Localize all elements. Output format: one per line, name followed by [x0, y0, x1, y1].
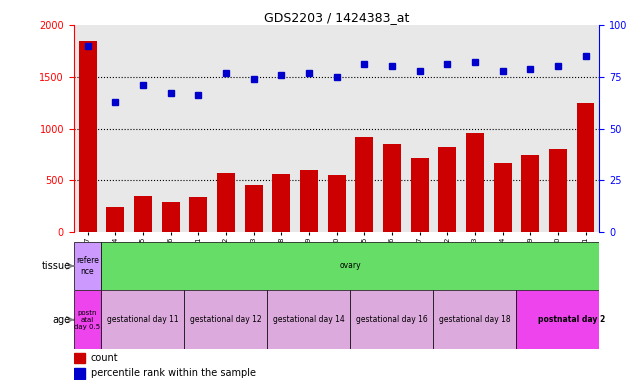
Bar	[162, 202, 179, 232]
Bar	[74, 353, 85, 363]
Bar	[494, 163, 512, 232]
Bar	[272, 174, 290, 232]
Bar	[433, 290, 517, 349]
Bar	[410, 158, 428, 232]
Text: postnatal day 2: postnatal day 2	[538, 315, 605, 324]
Text: postn
atal
day 0.5: postn atal day 0.5	[74, 310, 101, 330]
Bar	[245, 185, 263, 232]
Bar	[521, 155, 539, 232]
Bar	[74, 368, 85, 379]
Text: ovary: ovary	[340, 262, 361, 270]
Bar	[438, 147, 456, 232]
Text: percentile rank within the sample: percentile rank within the sample	[90, 368, 256, 378]
Bar	[74, 290, 101, 349]
Bar	[101, 290, 185, 349]
Bar	[328, 175, 345, 232]
Bar	[355, 137, 373, 232]
Text: gestational day 16: gestational day 16	[356, 315, 428, 324]
Bar	[134, 195, 152, 232]
Bar	[217, 173, 235, 232]
Bar	[466, 133, 484, 232]
Bar	[189, 197, 207, 232]
Bar	[351, 290, 433, 349]
Bar	[106, 207, 124, 232]
Title: GDS2203 / 1424383_at: GDS2203 / 1424383_at	[264, 11, 409, 24]
Bar	[549, 149, 567, 232]
Bar	[185, 290, 267, 349]
Bar	[517, 290, 627, 349]
Text: gestational day 14: gestational day 14	[273, 315, 345, 324]
Text: gestational day 18: gestational day 18	[439, 315, 511, 324]
Text: tissue: tissue	[42, 261, 71, 271]
Bar	[79, 40, 97, 232]
Bar	[267, 290, 351, 349]
Text: count: count	[90, 353, 118, 363]
Text: gestational day 12: gestational day 12	[190, 315, 262, 324]
Text: refere
nce: refere nce	[76, 256, 99, 276]
Text: gestational day 11: gestational day 11	[107, 315, 179, 324]
Bar	[383, 144, 401, 232]
Bar	[300, 170, 318, 232]
Bar	[576, 103, 594, 232]
Text: age: age	[53, 314, 71, 325]
Bar	[74, 242, 101, 290]
